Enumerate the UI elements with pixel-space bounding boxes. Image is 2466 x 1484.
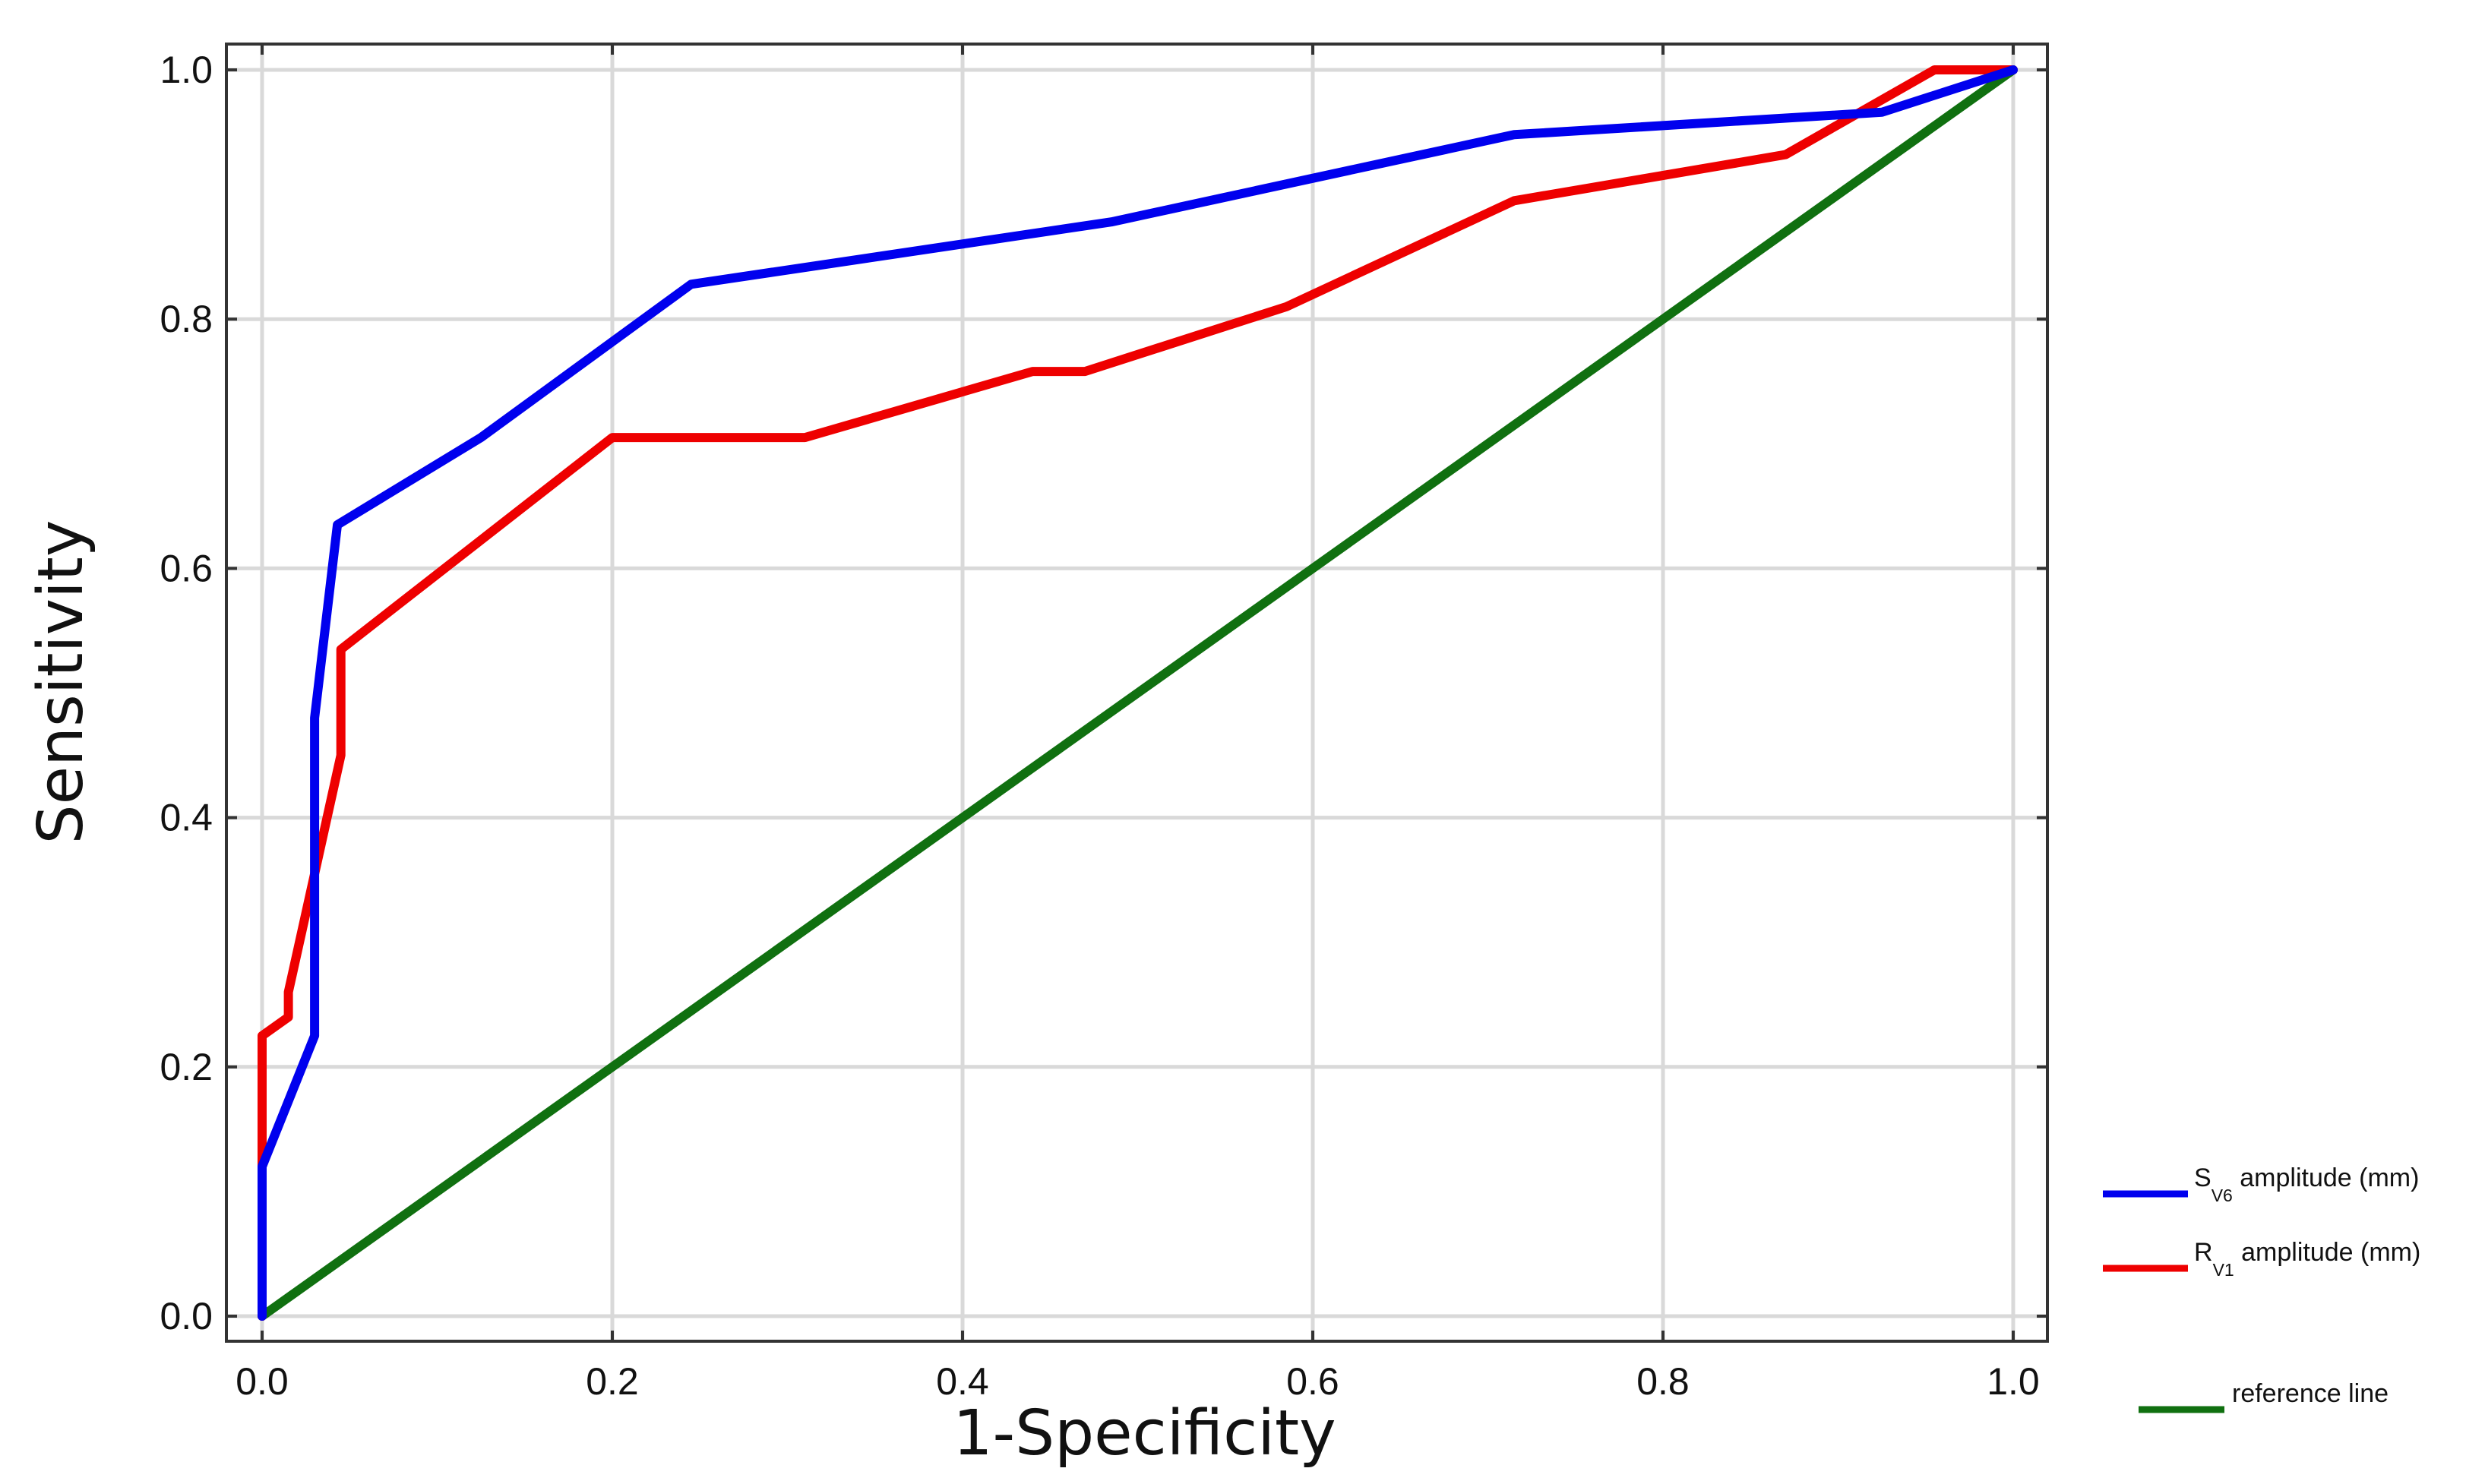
y-tick-label: 0.0	[160, 1295, 213, 1337]
reference-line	[258, 65, 2018, 1321]
axis-ticks: 0.0 0.2 0.4 0.6 0.8 1.0 0.0 0.2 0.4 0.6 0.8 1.0	[160, 44, 2047, 1403]
sv6-amplitude-line	[258, 65, 2018, 1321]
x-tick-label: 0.2	[586, 1360, 639, 1403]
y-axis-title: Sensitivity	[25, 520, 97, 845]
y-tick-label: 0.8	[160, 298, 213, 340]
plot-frame	[225, 43, 2049, 1343]
legend-item-sv6: SV6 amplitude (mm)	[2103, 1164, 2419, 1205]
x-tick-label: 0.8	[1636, 1360, 1690, 1403]
legend: SV6 amplitude (mm) RV1 amplitude (mm) refe…	[2103, 1164, 2420, 1413]
y-tick-label: 0.2	[160, 1046, 213, 1088]
x-tick-label: 0.6	[1286, 1360, 1339, 1403]
series-lines	[258, 65, 2018, 1321]
grid	[226, 44, 2047, 1341]
legend-label: RV1 amplitude (mm)	[2194, 1238, 2420, 1280]
y-tick-label: 0.4	[160, 797, 213, 839]
legend-item-rv1: RV1 amplitude (mm)	[2103, 1238, 2420, 1280]
x-tick-label: 0.0	[236, 1360, 289, 1403]
legend-label: SV6 amplitude (mm)	[2194, 1164, 2419, 1205]
x-tick-label: 1.0	[1987, 1360, 2040, 1403]
legend-label: reference line	[2232, 1379, 2389, 1408]
y-tick-label: 1.0	[160, 49, 213, 91]
y-tick-label: 0.6	[160, 547, 213, 589]
x-axis-title: 1-Specificity	[953, 1397, 1336, 1470]
rv1-amplitude-line	[258, 65, 2018, 1321]
legend-item-reference: reference line	[2139, 1379, 2389, 1413]
x-tick-label: 0.4	[936, 1360, 989, 1403]
